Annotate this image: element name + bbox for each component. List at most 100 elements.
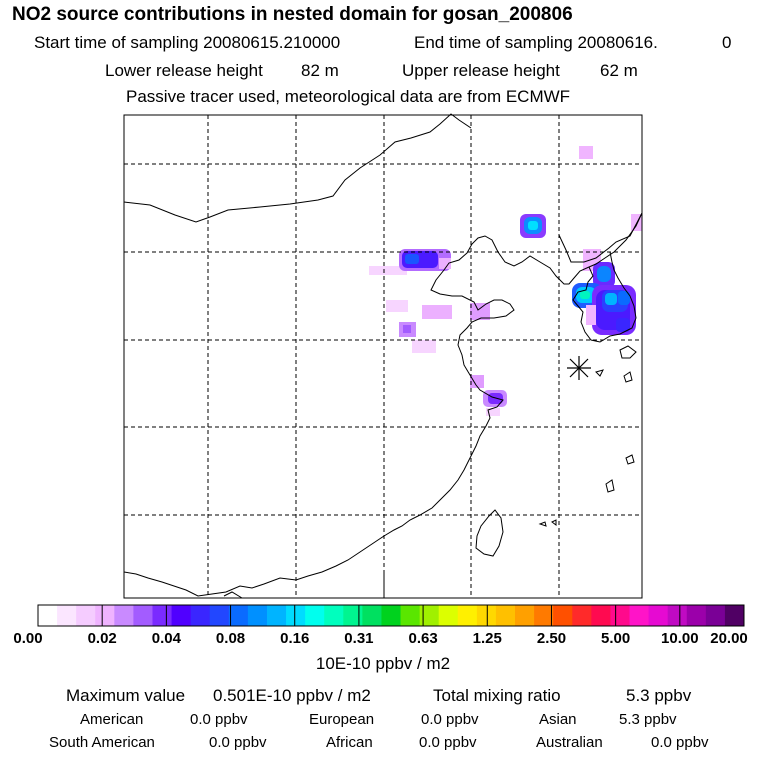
coastline (605, 479, 615, 493)
colorbar-swatch (266, 605, 287, 626)
plume-cell (470, 303, 490, 320)
colorbar-swatch (591, 605, 611, 626)
border-line (123, 113, 472, 223)
marker-stroke (569, 358, 589, 378)
colorbar-swatch (457, 605, 478, 626)
lower-release-value: 82 m (301, 61, 339, 80)
plume-cell (597, 266, 611, 282)
colorbar-swatch (629, 605, 650, 626)
chart-title: NO2 source contributions in nested domai… (12, 4, 573, 25)
border-line (558, 212, 643, 263)
colorbar-swatch (515, 605, 535, 626)
colorbar-tick-label: 2.50 (536, 630, 567, 647)
colorbar-swatch (438, 605, 459, 626)
colorbar-tick-label: 20.00 (710, 630, 748, 647)
colorbar-swatch (343, 605, 363, 626)
colorbar-swatch (705, 605, 726, 626)
colorbar-swatch (76, 605, 96, 626)
colorbar-frame (37, 604, 745, 627)
colorbar-swatch (400, 605, 421, 626)
plume-cell (422, 305, 452, 319)
colorbar-tick-label: 0.04 (151, 630, 181, 647)
colorbar-swatch (476, 605, 497, 626)
region-name: Asian (539, 711, 577, 728)
region-name: European (309, 711, 375, 728)
plume-cell (488, 393, 503, 404)
end-time-value: 0 (722, 33, 732, 52)
colorbar-swatch (686, 605, 707, 626)
plume-cell (439, 258, 451, 269)
colorbar-swatch (286, 605, 306, 626)
region-value: 0.0 ppbv (419, 734, 477, 751)
colorbar-swatch (133, 605, 153, 626)
region-value: 0.0 ppbv (209, 734, 267, 751)
coastline (623, 371, 633, 383)
plume-cell (586, 305, 596, 325)
region-name: Australian (536, 734, 603, 751)
region-value: 0.0 ppbv (190, 711, 248, 728)
colorbar-swatch (724, 605, 745, 626)
coastline (619, 345, 637, 359)
colorbar-swatch (324, 605, 344, 626)
colorbar-units: 10E-10 ppbv / m2 (315, 654, 451, 673)
region-name: South American (49, 734, 155, 751)
coastline (625, 454, 635, 465)
total-mixing-value: 5.3 ppbv (626, 686, 692, 705)
plume-cell (579, 146, 593, 159)
colorbar-tick-label: 0.02 (87, 630, 117, 647)
lower-release-label: Lower release height (105, 61, 263, 80)
max-value-label: Maximum value (66, 686, 186, 705)
colorbar-swatch (610, 605, 631, 626)
colorbar-tick-label: 0.31 (344, 630, 374, 647)
tracer-note: Passive tracer used, meteorological data… (126, 87, 571, 106)
graticule (124, 115, 642, 598)
upper-release-label: Upper release height (402, 61, 560, 80)
plume-cell (605, 293, 617, 305)
region-value: 0.0 ppbv (421, 711, 479, 728)
plume-cell (618, 291, 630, 305)
colorbar-tick-label: 10.00 (661, 630, 699, 647)
plume-cell (386, 300, 408, 312)
colorbar-swatch (362, 605, 382, 626)
plume-cell (616, 318, 630, 332)
region-value: 0.0 ppbv (651, 734, 709, 751)
colorbar-tick-label: 5.00 (601, 630, 631, 647)
colorbar-swatch (228, 605, 249, 626)
coastline (595, 369, 604, 377)
coastline (538, 521, 547, 527)
plume-layer (369, 146, 642, 416)
coastline (223, 591, 243, 599)
plume-cell (486, 408, 500, 416)
total-mixing-label: Total mixing ratio (433, 686, 561, 705)
colorbar-swatch (572, 605, 592, 626)
start-time-label: Start time of sampling 20080615.210000 (34, 33, 341, 52)
colorbar-swatch (495, 605, 516, 626)
colorbar-swatch (667, 605, 688, 626)
colorbar-swatch (114, 605, 134, 626)
colorbar-swatch (152, 605, 173, 626)
map-frame (123, 114, 643, 599)
plume-cell (528, 221, 538, 230)
colorbar-swatch (247, 605, 268, 626)
colorbar-swatch (38, 605, 58, 626)
plume-cell (405, 254, 419, 264)
upper-release-value: 62 m (600, 61, 638, 80)
coastlines (123, 113, 643, 599)
colorbar-tick-label: 1.25 (472, 630, 502, 647)
max-value: 0.501E-10 ppbv / m2 (213, 686, 371, 705)
region-name: African (326, 734, 373, 751)
colorbar-tick-label: 0.00 (13, 630, 43, 647)
plume-cell (470, 375, 484, 388)
colorbar-swatch (57, 605, 77, 626)
coastline (123, 212, 643, 597)
colorbar-tick-label: 0.16 (280, 630, 310, 647)
colorbar-swatch (534, 605, 554, 626)
plume-cell (403, 325, 411, 333)
colorbar-swatch (190, 605, 211, 626)
colorbar-swatch (305, 605, 325, 626)
coastline (551, 519, 557, 526)
plume-cell (412, 340, 436, 353)
end-time-label: End time of sampling 20080616. (414, 33, 658, 52)
plume-cell (369, 266, 407, 275)
